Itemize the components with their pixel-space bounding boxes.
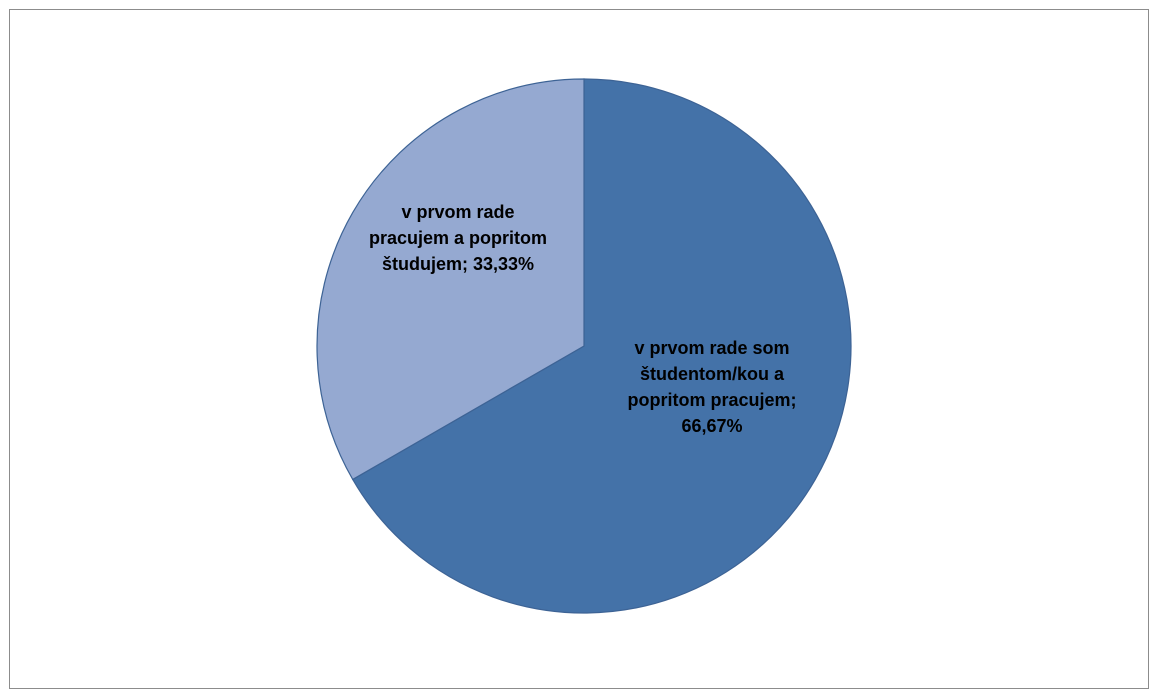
data-label-line: študujem; 33,33% (382, 254, 534, 274)
data-label-1: v prvom rade som študentom/kou a popritom … (627, 338, 796, 436)
pie-data-labels: v prvom rade som študentom/kou a popritom … (369, 202, 797, 436)
data-label-line: študentom/kou a (640, 364, 785, 384)
data-label-line: v prvom rade (401, 202, 514, 222)
pie-slices (316, 78, 852, 614)
data-label-line: v prvom rade som (634, 338, 789, 358)
data-label-line: pracujem a popritom (369, 228, 547, 248)
pie-slice-1 (351, 78, 852, 614)
data-label-line: popritom pracujem; (627, 390, 796, 410)
data-label-line: 66,67% (681, 416, 742, 436)
data-label-2: v prvom rade pracujem a popritom študujem;… (369, 202, 547, 274)
pie-slice-2 (316, 78, 585, 481)
